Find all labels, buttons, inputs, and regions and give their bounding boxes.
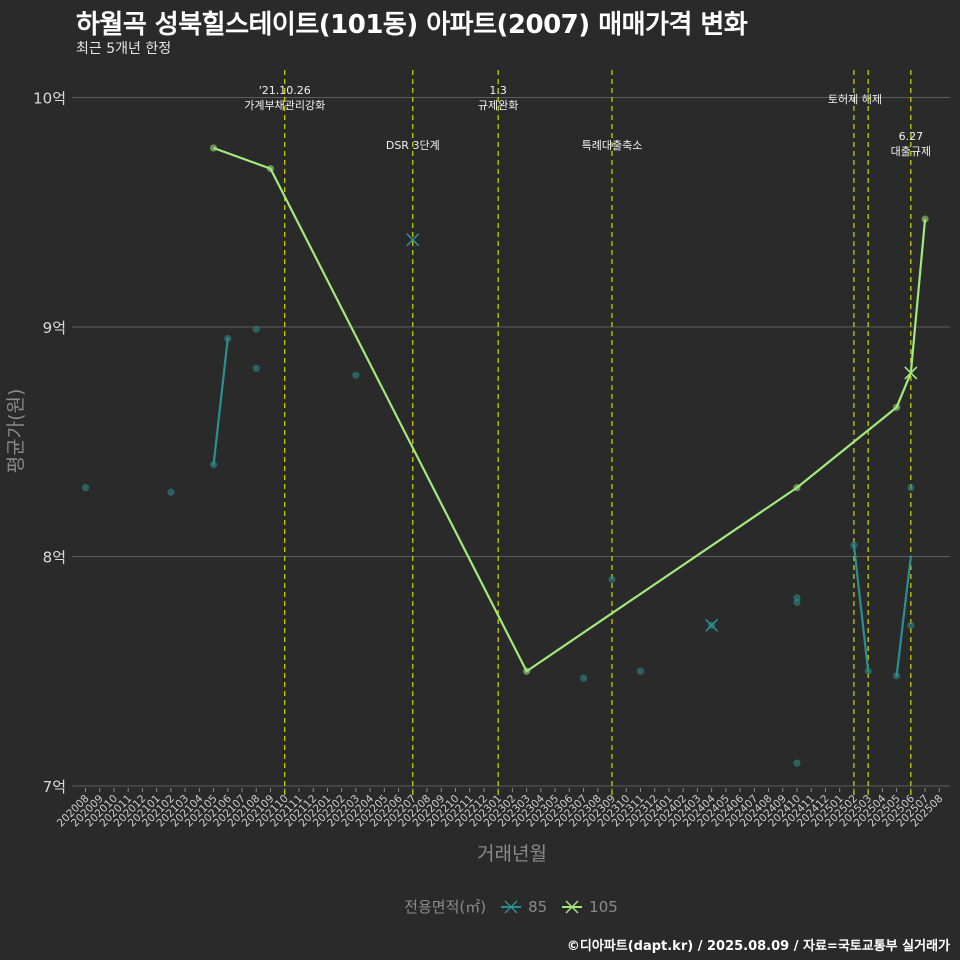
series-line-85: [212, 337, 229, 466]
data-point-85: [864, 667, 872, 675]
data-point-105: [523, 667, 531, 675]
event-label: 특례대출축소: [582, 139, 643, 152]
y-tick-label: 10억: [33, 90, 66, 108]
legend-label-105: 105: [589, 897, 618, 916]
y-tick-label: 9억: [43, 319, 66, 337]
event-label: DSR 3단계: [386, 139, 440, 152]
chart-subtitle: 최근 5개년 한정: [76, 41, 172, 57]
legend-item-105[interactable]: 105: [561, 898, 626, 916]
mean-marker-85: [406, 233, 420, 247]
data-point-105: [921, 215, 929, 223]
data-point-85: [252, 364, 260, 372]
legend: 전용면적(㎡) 85 105: [0, 896, 960, 917]
legend-title: 전용면적(㎡): [404, 898, 487, 916]
event-label-line: 특례대출축소: [582, 139, 643, 152]
data-point-105: [893, 403, 901, 411]
data-point-105: [266, 165, 275, 173]
y-tick-label: 7억: [43, 778, 66, 796]
y-tick-label: 8억: [43, 549, 66, 567]
legend-swatch-105: [562, 899, 583, 914]
event-label-line: DSR 3단계: [386, 139, 440, 152]
y-axis-title: 평균가(원): [5, 389, 27, 474]
event-label-line: 1.3: [489, 84, 507, 97]
data-point-85: [352, 371, 360, 379]
mean-marker-stroke: [904, 366, 918, 380]
mean-marker-stroke: [705, 618, 719, 632]
data-point-85: [636, 667, 645, 675]
data-point-85: [893, 672, 901, 680]
data-point-85: [252, 325, 260, 333]
data-point-105: [209, 144, 218, 152]
series-line-85: [852, 543, 870, 673]
data-point-85: [850, 541, 858, 549]
event-label-line: 대출규제: [891, 145, 931, 158]
data-point-85: [579, 674, 588, 682]
mean-marker-stroke: [406, 233, 420, 247]
data-point-85: [907, 621, 915, 629]
source-caption: ©디아파트(dapt.kr) / 2025.08.09 / 자료=국토교통부 실…: [566, 939, 950, 954]
series-line-85: [895, 555, 912, 677]
x-axis-title: 거래년월: [477, 843, 547, 865]
legend-label-85: 85: [528, 897, 548, 916]
event-label-line: 가계부채관리강화: [244, 99, 325, 112]
data-point-85: [224, 334, 232, 343]
data-point-85: [793, 598, 801, 607]
event-label: '21.10.26 가계부채관리강화: [244, 84, 325, 112]
event-label-line: 토허제 해제: [828, 92, 882, 106]
event-label-line: 6.27: [899, 130, 924, 143]
series-line-105: [213, 146, 927, 673]
data-point-85: [209, 461, 218, 469]
data-point-85: [167, 488, 175, 496]
data-point-85: [608, 575, 616, 584]
chart-title: 하월곡 성북힐스테이트(101동) 아파트(2007) 매매가격 변화: [76, 10, 748, 40]
data-point-85: [81, 484, 90, 492]
legend-item-85[interactable]: 85: [500, 898, 555, 916]
mean-marker-105: [904, 366, 918, 380]
data-point-105: [793, 484, 801, 492]
data-point-85: [793, 759, 801, 767]
event-label: 1.3 규제완화: [478, 84, 518, 112]
legend-swatch-85: [501, 899, 522, 914]
event-label-line: '21.10.26: [259, 84, 311, 97]
event-label-line: 규제완화: [478, 99, 518, 112]
event-label: 토허제 해제: [828, 92, 882, 106]
event-label: 6.27 대출규제: [891, 130, 931, 158]
data-point-85: [907, 484, 915, 492]
mean-marker-85: [705, 618, 719, 632]
